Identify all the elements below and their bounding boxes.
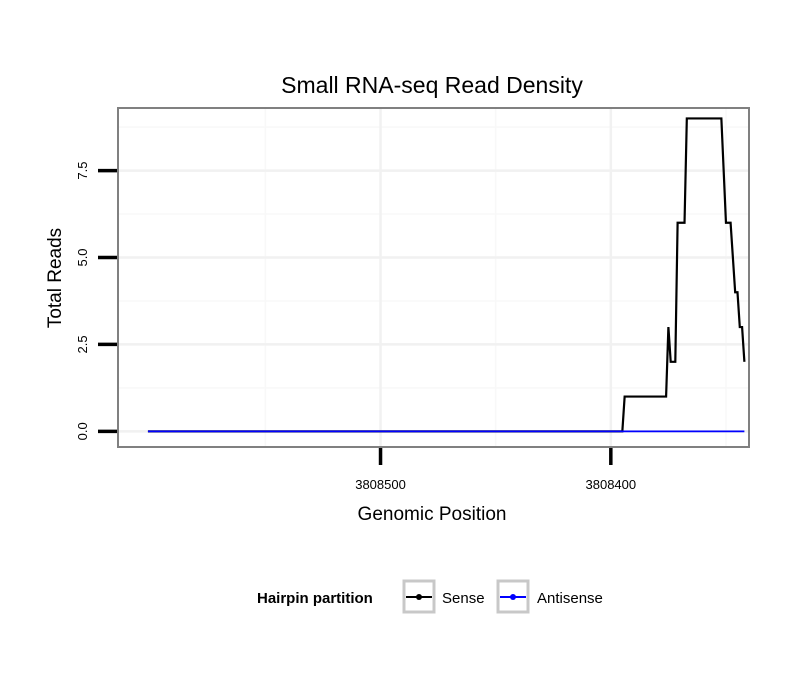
legend-key-sense (402, 579, 436, 614)
series-layer (147, 117, 746, 433)
panel-background (118, 108, 749, 447)
legend-label-antisense: Antisense (537, 590, 603, 607)
y-tick-label: 5.0 (75, 248, 90, 266)
legend-point-antisense (510, 594, 516, 600)
y-axis: 0.0 2.5 5.0 7.5 (75, 162, 117, 440)
y-tick-label: 0.0 (75, 422, 90, 440)
y-axis-title: Total Reads (45, 228, 66, 328)
panel-border (117, 107, 750, 448)
legend: Hairpin partition Sense Antisense (257, 579, 603, 614)
x-tick-label: 3808400 (586, 477, 637, 492)
plot-panel (117, 107, 750, 448)
x-axis-title: Genomic Position (358, 504, 507, 525)
legend-label-sense: Sense (442, 590, 485, 607)
series-line-sense (147, 117, 746, 433)
x-axis: 3808500 3808400 (355, 448, 636, 492)
y-tick-label: 2.5 (75, 335, 90, 353)
legend-title: Hairpin partition (257, 590, 373, 607)
legend-point-sense (416, 594, 422, 600)
y-tick-label: 7.5 (75, 162, 90, 180)
legend-item-antisense: Antisense (496, 579, 603, 614)
chart-title: Small RNA-seq Read Density (281, 72, 583, 98)
x-tick-label: 3808500 (355, 477, 406, 492)
legend-item-sense: Sense (402, 579, 485, 614)
minor-gridlines (118, 108, 749, 447)
